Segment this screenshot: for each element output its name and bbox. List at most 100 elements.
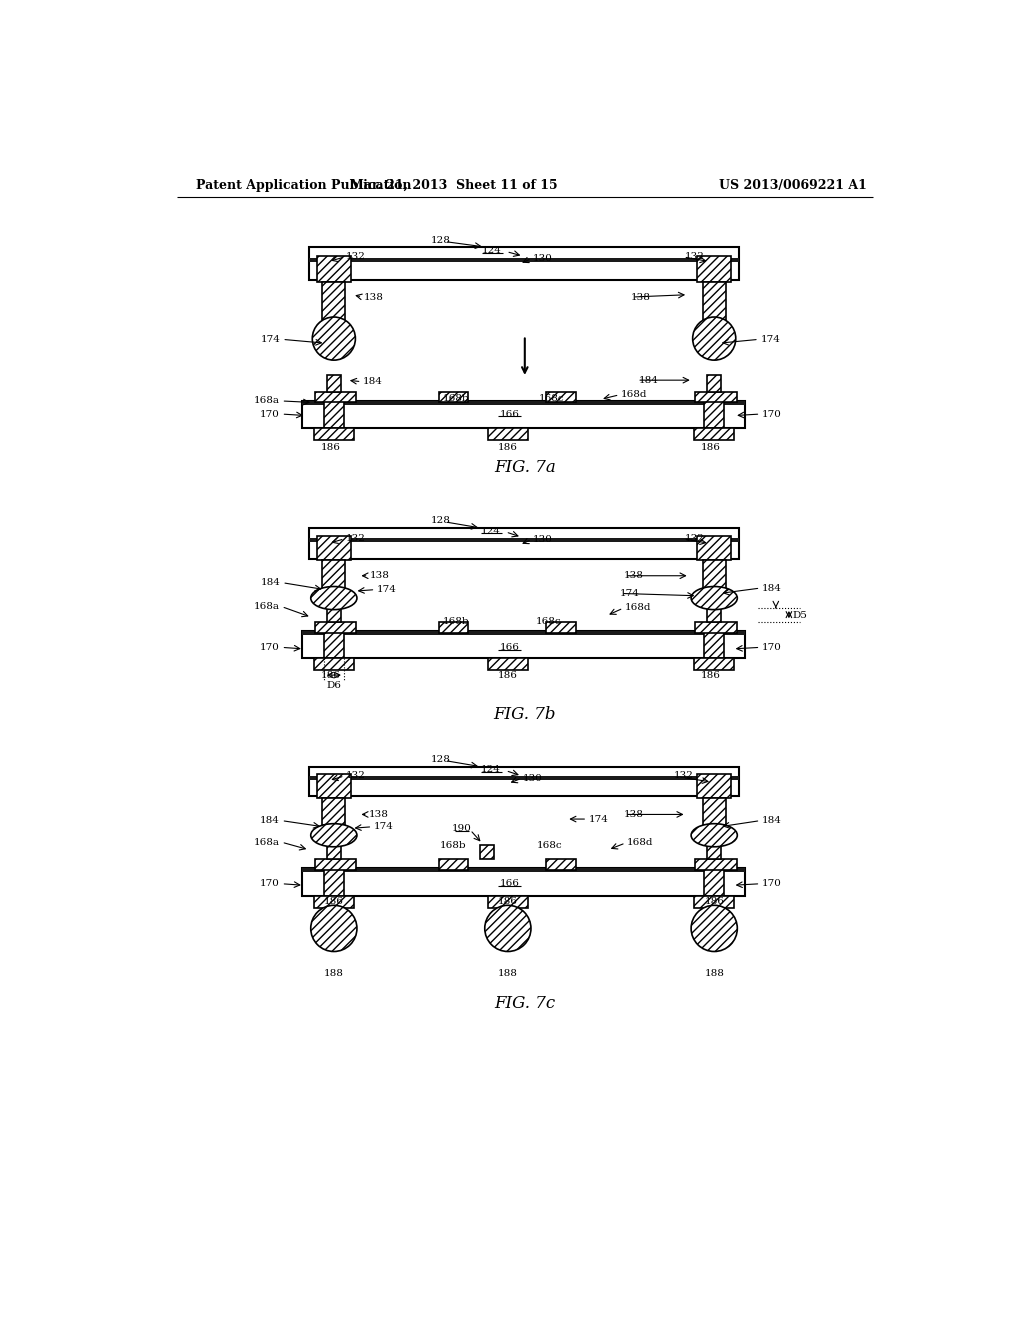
Bar xyxy=(438,622,468,632)
Text: 138: 138 xyxy=(631,293,651,301)
Bar xyxy=(314,392,356,403)
Text: 168b: 168b xyxy=(442,395,469,403)
Text: 168d: 168d xyxy=(621,389,647,399)
Text: 124: 124 xyxy=(481,527,501,536)
Text: 138: 138 xyxy=(624,572,643,581)
Bar xyxy=(547,392,575,403)
Bar xyxy=(694,659,734,671)
Bar xyxy=(324,401,344,428)
Ellipse shape xyxy=(691,824,737,847)
Bar xyxy=(314,859,356,870)
Bar xyxy=(702,281,726,321)
Text: 166: 166 xyxy=(500,643,519,652)
Text: D6: D6 xyxy=(327,681,341,690)
Text: 186: 186 xyxy=(498,898,518,906)
Bar xyxy=(324,869,344,896)
Bar xyxy=(324,631,344,659)
Bar xyxy=(313,896,354,908)
Bar xyxy=(301,401,745,405)
Text: 186: 186 xyxy=(701,672,721,680)
Bar xyxy=(694,896,734,908)
Bar xyxy=(487,659,528,671)
Text: Patent Application Publication: Patent Application Publication xyxy=(196,178,412,191)
Text: 138: 138 xyxy=(624,810,643,818)
Text: 188: 188 xyxy=(705,969,724,978)
Bar xyxy=(309,539,739,543)
Text: 132: 132 xyxy=(346,252,366,261)
Text: FIG. 7c: FIG. 7c xyxy=(495,995,555,1012)
Text: 184: 184 xyxy=(762,583,782,593)
Bar xyxy=(327,609,341,622)
Bar xyxy=(309,247,739,280)
Bar xyxy=(708,845,721,859)
Bar xyxy=(327,375,341,392)
Text: 170: 170 xyxy=(762,643,782,652)
Bar xyxy=(301,401,745,428)
Text: FIG. 7a: FIG. 7a xyxy=(494,459,556,477)
Text: 168c: 168c xyxy=(536,618,561,627)
Text: 168a: 168a xyxy=(254,396,280,405)
Bar xyxy=(695,859,736,870)
Bar xyxy=(697,536,731,561)
Text: 166: 166 xyxy=(500,879,519,888)
Bar xyxy=(301,631,745,659)
Bar xyxy=(708,375,721,392)
Text: 184: 184 xyxy=(762,816,782,825)
Text: 186: 186 xyxy=(321,442,341,451)
Bar xyxy=(705,631,724,659)
Text: 188: 188 xyxy=(324,969,344,978)
Text: 166: 166 xyxy=(500,409,519,418)
Text: 170: 170 xyxy=(762,409,782,418)
Bar xyxy=(487,428,528,441)
Text: 174: 174 xyxy=(261,335,281,343)
Text: 170: 170 xyxy=(762,879,782,888)
Bar xyxy=(547,859,575,870)
Text: 184: 184 xyxy=(639,376,658,384)
Text: 128: 128 xyxy=(431,516,451,525)
Circle shape xyxy=(310,906,357,952)
Bar xyxy=(547,622,575,632)
Ellipse shape xyxy=(310,586,357,610)
Text: 186: 186 xyxy=(498,672,518,680)
Text: 130: 130 xyxy=(534,253,553,263)
Text: 170: 170 xyxy=(260,409,280,418)
Text: 132: 132 xyxy=(685,252,705,261)
Bar xyxy=(695,622,736,632)
Bar xyxy=(316,775,351,797)
Bar xyxy=(316,536,351,561)
Text: 168b: 168b xyxy=(440,841,467,850)
Ellipse shape xyxy=(691,586,737,610)
Bar xyxy=(702,797,726,825)
Text: US 2013/0069221 A1: US 2013/0069221 A1 xyxy=(719,178,866,191)
Text: 184: 184 xyxy=(260,816,280,825)
Bar xyxy=(323,797,345,825)
Text: 184: 184 xyxy=(364,378,383,387)
Text: 138: 138 xyxy=(370,572,390,581)
Text: 138: 138 xyxy=(370,810,389,818)
Text: 138: 138 xyxy=(364,293,384,301)
Text: 168b: 168b xyxy=(443,618,470,627)
Text: 130: 130 xyxy=(534,535,553,544)
Text: 186: 186 xyxy=(701,442,721,451)
Text: 132: 132 xyxy=(685,535,705,544)
Bar xyxy=(314,622,356,632)
Text: 170: 170 xyxy=(260,879,280,888)
Bar xyxy=(702,561,726,589)
Text: 174: 174 xyxy=(761,335,780,343)
Text: 124: 124 xyxy=(481,247,502,255)
Bar xyxy=(301,631,745,635)
Bar xyxy=(323,561,345,589)
Bar xyxy=(695,392,736,403)
Text: 128: 128 xyxy=(431,755,451,763)
Bar xyxy=(438,392,468,403)
Bar xyxy=(694,428,734,441)
Bar xyxy=(480,845,494,859)
Bar xyxy=(313,428,354,441)
Bar xyxy=(301,869,745,873)
Bar xyxy=(708,609,721,622)
Text: 168d: 168d xyxy=(628,838,653,846)
Bar xyxy=(316,256,351,281)
Text: 190: 190 xyxy=(452,824,472,833)
Text: 170: 170 xyxy=(260,643,280,652)
Text: 186: 186 xyxy=(324,898,344,906)
